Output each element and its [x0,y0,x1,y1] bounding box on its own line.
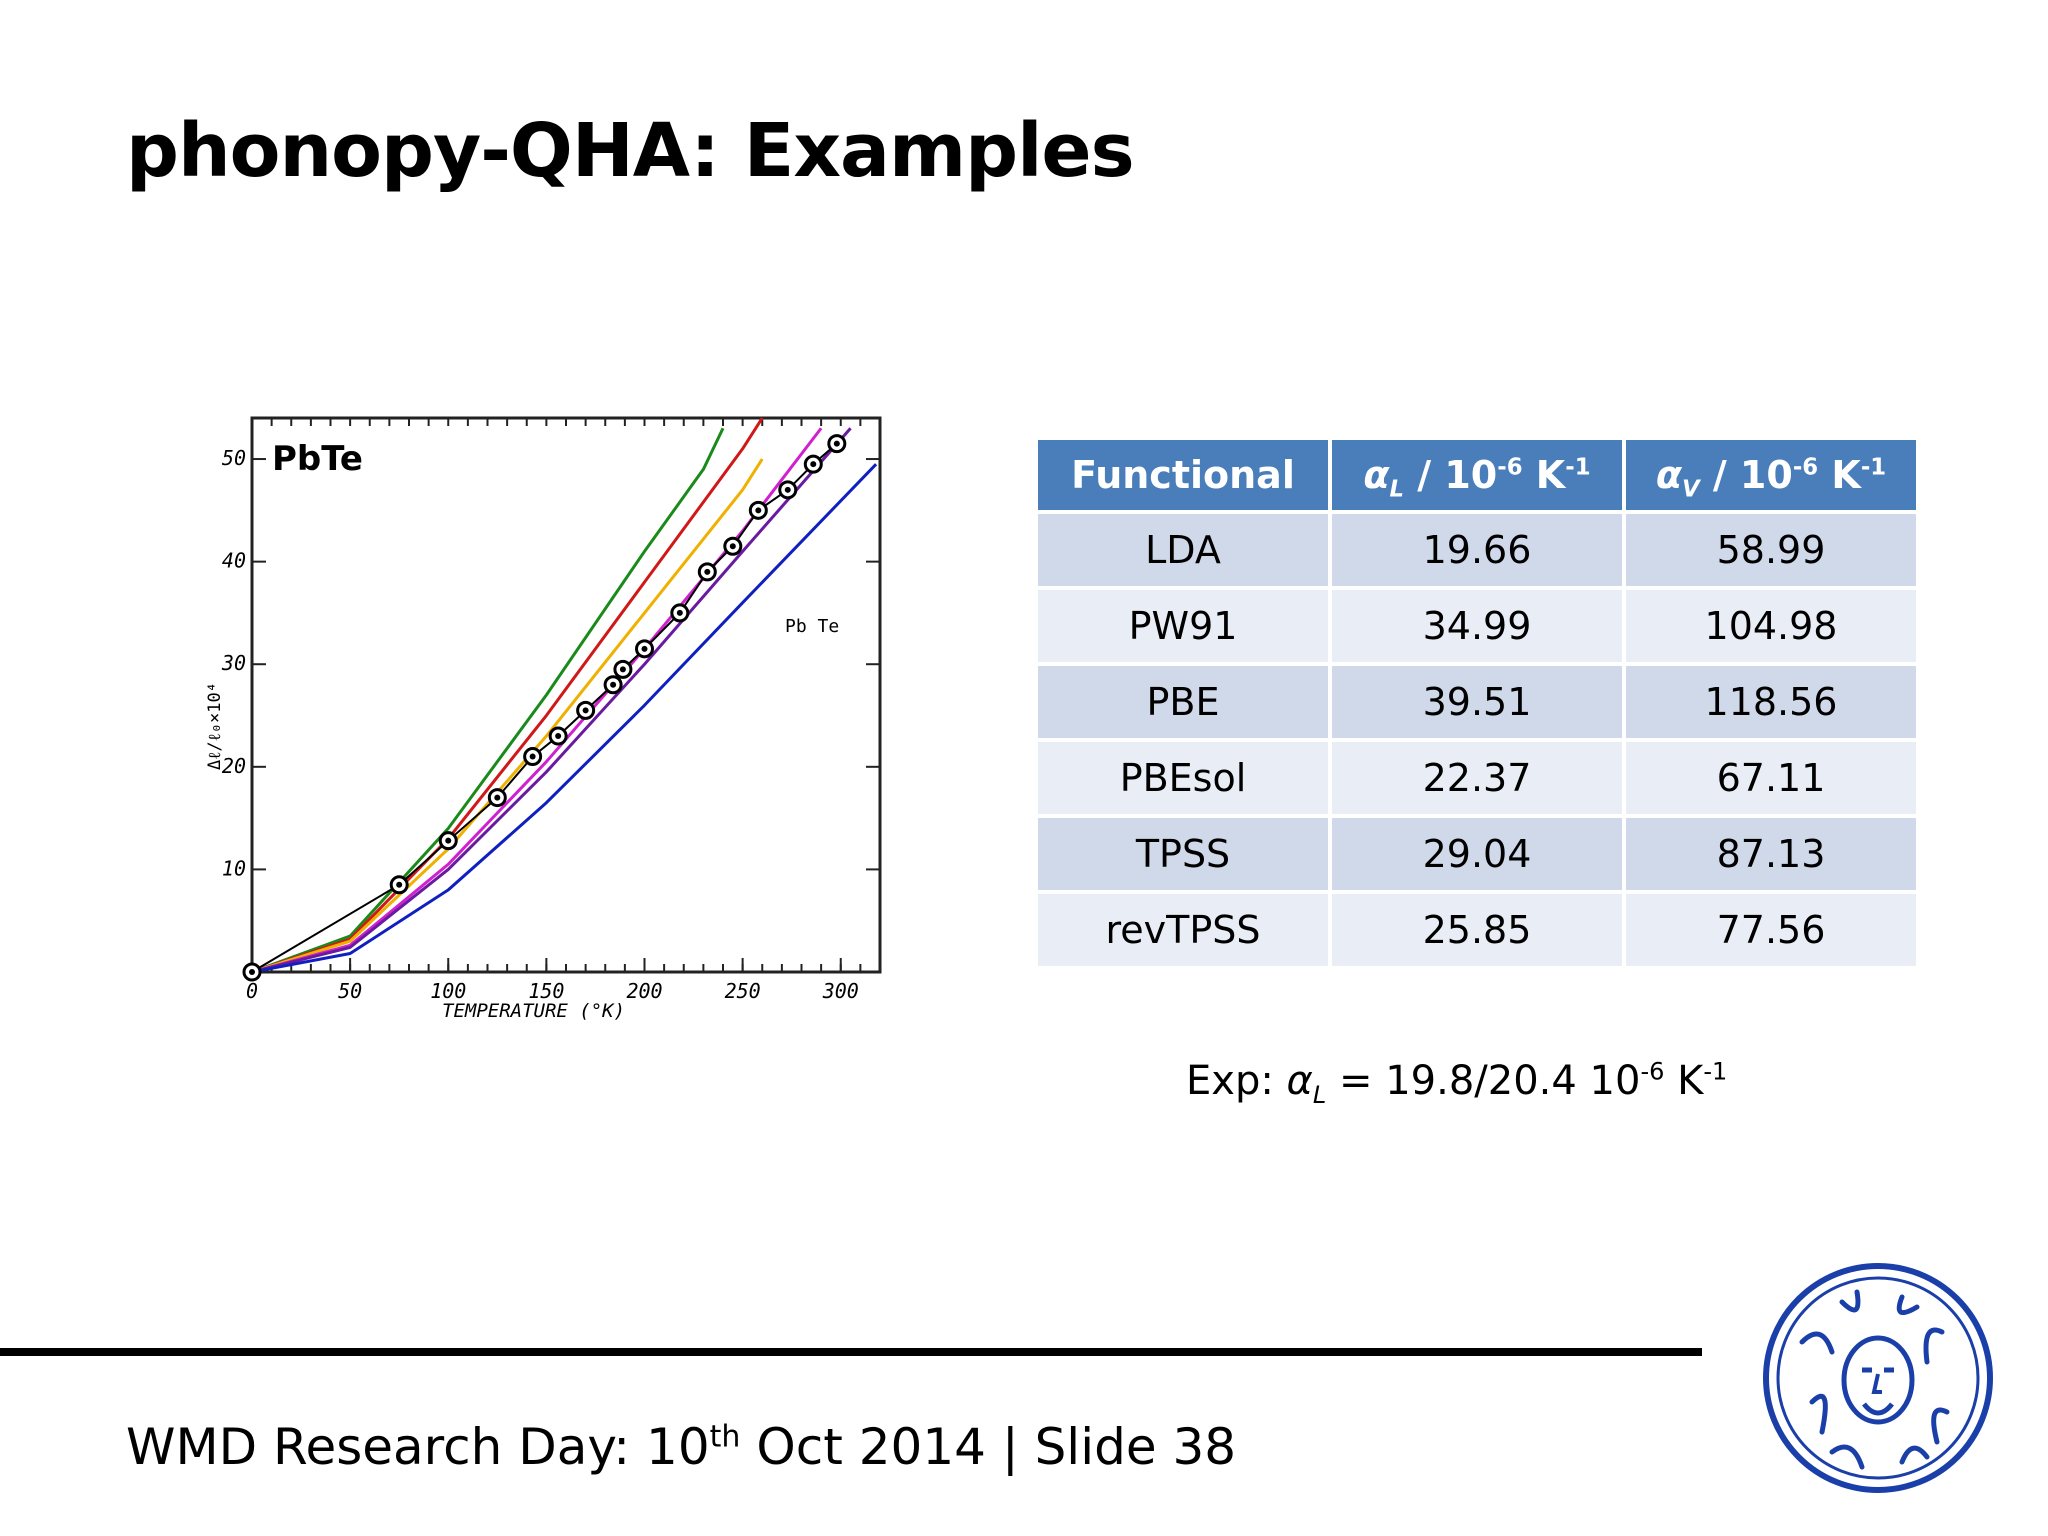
y-tick-label: 30 [221,651,246,675]
model-curve [251,427,725,974]
x-tick-label: 250 [725,979,761,1003]
cell-alpha-v: 58.99 [1626,514,1916,586]
data-point-center [704,568,711,575]
university-seal-icon [1762,1262,1994,1494]
cell-alpha-v: 118.56 [1626,666,1916,738]
header-alpha-v: αV / 10-6 K-1 [1626,440,1916,510]
slide-footer: WMD Research Day: 10th Oct 2014 | Slide … [126,1418,1237,1476]
model-curve [251,463,878,974]
cell-alpha-l: 25.85 [1332,894,1622,966]
table-row: revTPSS 25.85 77.56 [1038,894,1916,966]
experiment-note: Exp: αL = 19.8/20.4 10-6 K-1 [1186,1057,1728,1109]
data-point-center [810,461,817,468]
table-row: PBE 39.51 118.56 [1038,666,1916,738]
cell-alpha-v: 77.56 [1626,894,1916,966]
data-point-center [729,543,736,550]
y-tick-label: 50 [222,446,246,470]
table-row: LDA 19.66 58.99 [1038,514,1916,586]
model-curve [251,458,764,974]
cell-functional: LDA [1038,514,1328,586]
x-tick-label: 50 [338,979,362,1003]
x-tick-label: 150 [528,979,564,1003]
y-tick-label: 40 [222,549,246,573]
data-point-center [555,733,562,740]
cell-functional: revTPSS [1038,894,1328,966]
y-tick-label: 10 [222,856,246,880]
plot-frame [250,416,882,974]
slide-title: phonopy-QHA: Examples [126,108,1135,194]
footer-divider [0,1348,1702,1356]
cell-alpha-v: 67.11 [1626,742,1916,814]
x-tick-label: 300 [822,979,859,1003]
x-axis-label: TEMPERATURE (°K) [442,1000,625,1022]
data-point-center [619,666,626,673]
y-tick-label: 20 [222,754,246,778]
cell-functional: PBEsol [1038,742,1328,814]
y-axis-label: Δℓ/ℓ₀×10⁴ [205,682,225,770]
cell-alpha-l: 39.51 [1332,666,1622,738]
data-point-center [529,753,536,760]
table-row: PW91 34.99 104.98 [1038,590,1916,662]
plot-inner-label: Pb Te [785,616,839,637]
data-point-center [396,881,403,888]
data-point-center [833,440,840,447]
cell-alpha-v: 104.98 [1626,590,1916,662]
data-point-center [494,794,501,801]
results-table: Functional αL / 10-6 K-1 αV / 10-6 K-1 L… [1034,436,1920,970]
data-point-center [445,837,452,844]
data-point-center [755,507,762,514]
cell-alpha-l: 29.04 [1332,818,1622,890]
data-point-center [582,707,589,714]
header-alpha-l: αL / 10-6 K-1 [1332,440,1622,510]
data-point-center [784,486,791,493]
cell-alpha-l: 19.66 [1332,514,1622,586]
cell-alpha-v: 87.13 [1626,818,1916,890]
data-point-center [676,609,683,616]
table-row: PBEsol 22.37 67.11 [1038,742,1916,814]
cell-alpha-l: 22.37 [1332,742,1622,814]
cell-functional: PBE [1038,666,1328,738]
thermal-expansion-plot: PbTe Pb Te Δℓ/ℓ₀×10⁴ TEMPERATURE (°K) 0 5… [180,400,900,1040]
plot-title: PbTe [272,439,363,479]
data-point-center [610,681,617,688]
cell-functional: PW91 [1038,590,1328,662]
x-tick-label: 100 [430,979,466,1003]
table-row: TPSS 29.04 87.13 [1038,818,1916,890]
cell-functional: TPSS [1038,818,1328,890]
data-point-center [249,969,255,975]
cell-alpha-l: 34.99 [1332,590,1622,662]
header-functional: Functional [1038,440,1328,510]
data-point-center [641,645,648,652]
plot-svg: PbTe Pb Te Δℓ/ℓ₀×10⁴ TEMPERATURE (°K) 0 5… [205,416,882,1022]
x-tick-label: 0 [246,979,258,1003]
model-curve [251,427,852,974]
table-header-row: Functional αL / 10-6 K-1 αV / 10-6 K-1 [1038,440,1916,510]
x-tick-label: 200 [626,979,662,1003]
